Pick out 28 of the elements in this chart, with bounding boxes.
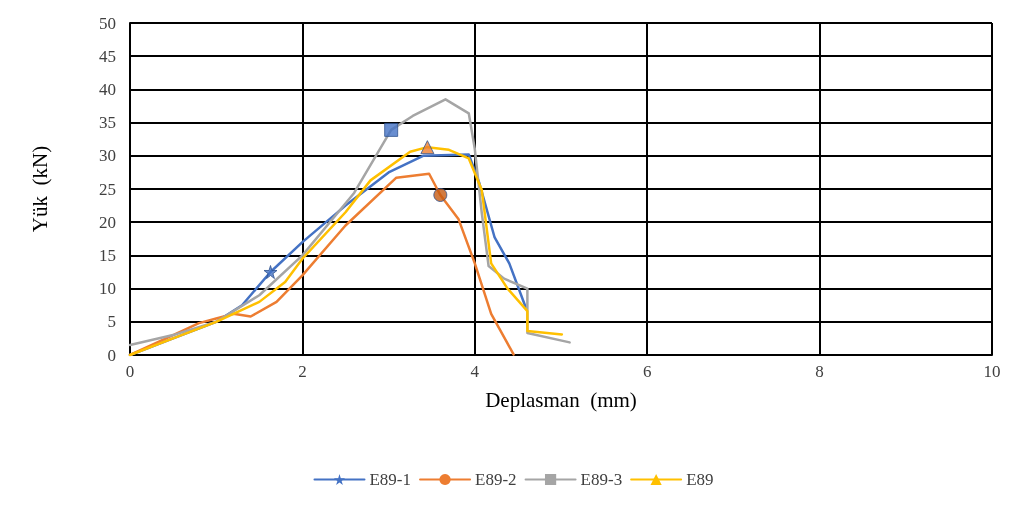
y-tick-label: 40	[99, 79, 116, 99]
legend-label: E89-3	[580, 470, 623, 489]
point	[384, 122, 399, 137]
y-tick-label: 50	[99, 13, 116, 33]
y-tick-label: 0	[107, 345, 116, 365]
y-tick-label: 20	[99, 212, 116, 232]
y-tick-label: 25	[99, 179, 116, 199]
legend-label: E89	[686, 470, 714, 489]
y-tick-label: 10	[99, 279, 116, 299]
line-series	[128, 98, 571, 347]
x-tick-label: 2	[298, 362, 307, 381]
y-tick-label: 15	[99, 245, 116, 265]
point	[420, 140, 435, 155]
y-axis-title: Yük (kN)	[27, 145, 52, 233]
legend-label: E89-2	[475, 470, 517, 489]
x-tick-label: 0	[125, 362, 135, 381]
point	[263, 265, 278, 279]
x-tick-label: 8	[815, 362, 824, 381]
x-tick-label: 10	[983, 362, 1001, 381]
x-tick-label: 4	[470, 362, 480, 381]
y-tick-label: 45	[99, 46, 116, 66]
point	[433, 187, 448, 202]
x-axis-title: Deplasman (mm)	[485, 387, 637, 412]
y-tick-label: 30	[99, 146, 116, 166]
x-tick-label: 6	[642, 362, 652, 381]
legend-label: E89-1	[369, 470, 412, 489]
y-tick-label: 5	[107, 312, 116, 332]
y-tick-label: 35	[99, 113, 116, 133]
